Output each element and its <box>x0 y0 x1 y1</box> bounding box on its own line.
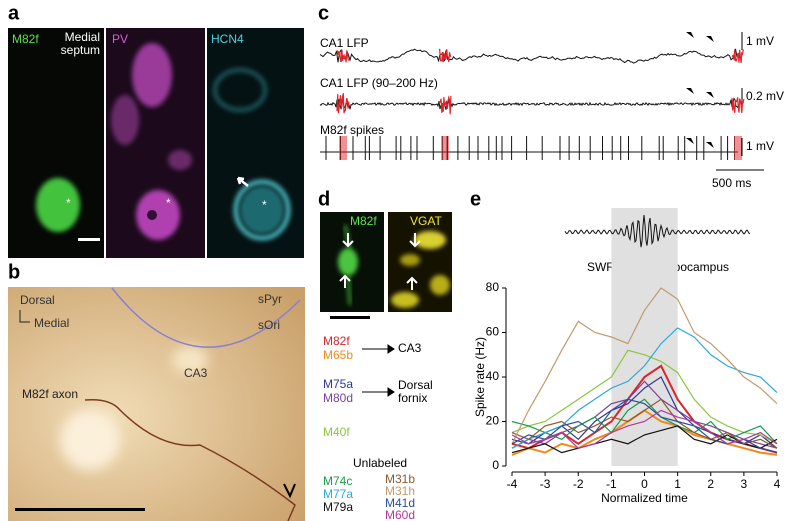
x-axis-label: Normalized time <box>601 491 688 505</box>
swr-highlight <box>731 49 745 63</box>
svg-text:*: * <box>262 198 267 212</box>
y-axis-label: Spike rate (Hz) <box>473 337 487 417</box>
channel-label: M82f <box>350 214 377 228</box>
legend-entry: M41d <box>385 496 415 510</box>
swr-highlight <box>336 49 350 63</box>
arrowhead <box>686 138 694 144</box>
legend-entry: M31b <box>385 472 415 486</box>
x-tick-label: -1 <box>606 477 617 491</box>
swr-highlight <box>336 93 350 114</box>
y-tick-label: 60 <box>486 325 500 339</box>
x-tick-label: -2 <box>573 477 584 491</box>
arrowhead <box>686 88 694 94</box>
channel-label: Medial septum <box>60 30 100 57</box>
micrograph-a: * * * <box>8 28 304 258</box>
swr-highlight <box>438 48 452 63</box>
swr-highlight <box>731 97 745 114</box>
region-label: sOri <box>258 318 280 332</box>
channel-label: PV <box>112 32 128 46</box>
y-tick-label: 80 <box>486 280 500 294</box>
arrowhead <box>706 36 714 42</box>
panel-label: c <box>318 2 329 24</box>
series-line <box>511 287 778 445</box>
series-line <box>511 349 778 445</box>
channel-label: HCN4 <box>211 32 244 46</box>
region-label: CA3 <box>184 366 208 380</box>
x-tick-label: 1 <box>674 477 681 491</box>
legend-entry: M82f <box>323 334 350 348</box>
region-label: sPyr <box>258 292 282 306</box>
x-tick-label: 2 <box>707 477 714 491</box>
micrograph-d <box>320 212 452 319</box>
series-line <box>511 398 778 449</box>
series-line <box>511 380 778 449</box>
legend-entry: M65b <box>323 348 353 362</box>
orientation-label: Medial <box>34 316 69 330</box>
y-tick-label: 20 <box>486 414 500 428</box>
scale-label: 1 mV <box>746 139 774 153</box>
scale-label: 500 ms <box>712 176 751 190</box>
scale-bars <box>716 32 764 171</box>
orientation-label: Dorsal <box>20 293 55 307</box>
channel-label: M82f <box>12 32 39 46</box>
svg-text:*: * <box>66 196 71 210</box>
svg-text:*: * <box>166 196 171 210</box>
legend-entry: M80d <box>323 391 353 405</box>
swr-highlight <box>438 95 452 115</box>
scale-label: 0.2 mV <box>746 89 784 103</box>
legend-entry: M31h <box>385 484 415 498</box>
lfp-trace <box>319 48 738 64</box>
x-tick-label: 3 <box>741 477 748 491</box>
trace-label: CA1 LFP <box>320 36 369 50</box>
legend-entry: M40f <box>323 425 350 439</box>
plot: 0 20 40 60 80 -4 -3 -2 -1 0 1 2 3 4 Normalized time Spi… <box>473 208 781 505</box>
x-tick-label: -3 <box>540 477 551 491</box>
trace-label: M82f spikes <box>320 123 384 137</box>
series-line <box>511 398 778 445</box>
filtered-trace <box>319 97 739 111</box>
legend-entry: M79a <box>323 500 353 514</box>
series-line <box>511 425 778 454</box>
x-tick-label: 4 <box>774 477 781 491</box>
series-line <box>511 327 778 449</box>
target-label: Dorsal fornix <box>398 378 433 405</box>
panel-label: d <box>318 188 330 210</box>
channel-label: VGAT <box>410 214 442 228</box>
panel-label: e <box>470 188 481 210</box>
y-tick-label: 40 <box>486 369 500 383</box>
target-label: CA3 <box>398 341 422 355</box>
x-tick-label: 0 <box>641 477 648 491</box>
traces <box>319 32 745 160</box>
legend-entry: M75a <box>323 377 353 391</box>
panel-label: b <box>8 261 20 283</box>
arrowhead <box>686 32 694 38</box>
series-line <box>511 409 778 449</box>
axon-label: M82f axon <box>22 387 78 401</box>
legend-entry: M60d <box>385 508 415 521</box>
target-arrows <box>362 344 395 397</box>
scale-label: 1 mV <box>746 34 774 48</box>
arrowhead <box>706 142 714 148</box>
x-tick-label: -4 <box>507 477 518 491</box>
arrowhead <box>706 92 714 98</box>
trace-label: CA1 LFP (90–200 Hz) <box>320 76 438 90</box>
swr-trace <box>564 215 751 248</box>
legend-entry: M74c <box>323 474 352 488</box>
legend-entry: M77a <box>323 487 353 501</box>
group-label: Unlabeled <box>353 456 407 470</box>
panel-label: a <box>8 2 20 24</box>
micrograph-b <box>8 287 305 521</box>
y-tick-label: 0 <box>492 458 499 472</box>
